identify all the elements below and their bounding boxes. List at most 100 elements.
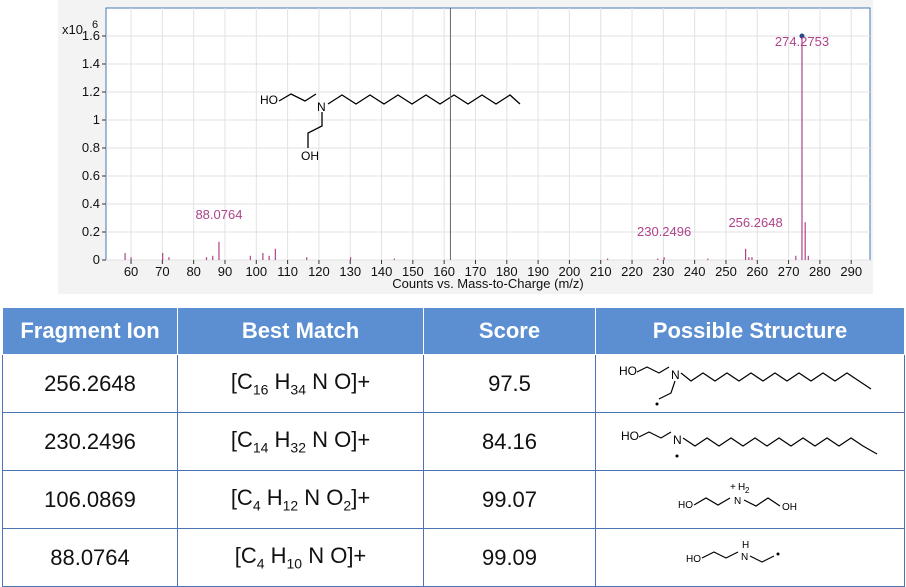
- plot-area: [105, 7, 871, 261]
- s4-bonds-right: [749, 554, 775, 563]
- peak-annotation-label: 256.2648: [728, 215, 782, 230]
- structure-cell: HO N: [595, 412, 905, 471]
- peak-annotation-label: 274.2753: [775, 34, 829, 49]
- peak-annotation-label: 230.2496: [637, 224, 691, 239]
- table-row: 256.2648 [C16 H34 N O]+ 97.5 HO N: [2, 354, 905, 413]
- x-tick-label: 280: [809, 264, 831, 279]
- s4-bonds-left: [701, 550, 739, 559]
- x-tick-label: 60: [124, 264, 138, 279]
- s1-ho-label: HO: [619, 364, 637, 378]
- fragment-ion-cell: 256.2648: [2, 354, 178, 413]
- x-tick-label: 130: [339, 264, 361, 279]
- s3-n-label: N: [734, 496, 741, 507]
- x-tick-label: 220: [621, 264, 643, 279]
- s2-radical-dot: [675, 454, 679, 457]
- s4-n-label: N: [741, 552, 748, 563]
- y-tick-label: 1.6: [82, 28, 100, 43]
- x-tick-label: 190: [527, 264, 549, 279]
- y-tick-label: 0.8: [82, 140, 100, 155]
- peak-annotation-label: 88.0764: [195, 207, 242, 222]
- x-tick-label: 170: [465, 264, 487, 279]
- x-tick-label: 250: [715, 264, 737, 279]
- table-header-row: Fragment Ion Best Match Score Possible S…: [2, 307, 905, 355]
- s2-bonds: [638, 430, 672, 439]
- x-tick-label: 230: [652, 264, 674, 279]
- spectrum-peaks: [124, 33, 809, 260]
- header-score: Score: [423, 307, 596, 355]
- x-tick-label: 240: [684, 264, 706, 279]
- y-exponent: 6: [92, 19, 98, 31]
- mol-bonds-top: [278, 93, 317, 102]
- score-cell: 84.16: [423, 412, 596, 471]
- x-tick-label: 70: [155, 264, 169, 279]
- x-tick-label: 200: [559, 264, 581, 279]
- s1-radical-dot: [655, 402, 659, 405]
- y-tick-label: 0: [93, 252, 100, 267]
- mass-spectrum-chart: 0 0.2 0.4 0.6 0.8 1 1.2 1.4 1.6 60 70 80 90 100 110 12…: [58, 0, 873, 294]
- y-tick-label: 1: [93, 112, 100, 127]
- x-tick-label: 90: [218, 264, 232, 279]
- structure-cell: HO H N: [595, 528, 905, 587]
- table-row: 88.0764 [C4 H10 N O]+ 99.09 HO H N: [2, 528, 905, 587]
- s2-n-label: N: [673, 433, 682, 447]
- x-tick-label: 110: [277, 264, 298, 279]
- mol-chain: [327, 94, 521, 105]
- x-tick-label: 80: [186, 264, 200, 279]
- fragment-ion-cell: 88.0764: [2, 528, 178, 587]
- header-best-match: Best Match: [177, 307, 424, 355]
- molecule-structure: HO N OH: [260, 93, 521, 163]
- table-row: 106.0869 [C4 H12 N O2]+ 99.07 HO + H 2 N…: [2, 470, 905, 529]
- structure-cell: HO + H 2 N OH: [595, 470, 905, 529]
- peak-marker: [799, 33, 805, 39]
- structure-s4: HO H N: [686, 540, 780, 565]
- mol-ho-label: HO: [260, 93, 278, 107]
- structure-s3: HO + H 2 N OH: [678, 482, 797, 513]
- best-match-cell: [C4 H12 N O2]+: [177, 470, 424, 529]
- s1-branch: [658, 380, 676, 400]
- x-axis-ticks: 60 70 80 90 100 110 120 130 140 150 160 170 180 190 20…: [124, 260, 862, 279]
- mol-oh-label: OH: [301, 149, 319, 163]
- structure-s2: HO N: [621, 429, 878, 457]
- y-tick-label: 1.4: [82, 56, 100, 71]
- x-tick-label: 100: [245, 264, 267, 279]
- s3-bonds-right: [743, 496, 781, 507]
- peak-annotations: 274.2753 88.0764 230.2496 256.2648: [195, 34, 829, 239]
- header-possible-structure: Possible Structure: [595, 307, 905, 355]
- s2-chain: [682, 436, 878, 455]
- s1-bonds: [636, 365, 670, 374]
- y-multiplier: x10: [62, 22, 83, 37]
- s1-chain: [680, 371, 872, 389]
- structure-s1: HO N: [619, 364, 872, 405]
- x-tick-label: 210: [590, 264, 612, 279]
- x-axis-label: Counts vs. Mass-to-Charge (m/z): [392, 276, 583, 291]
- s4-h-label: H: [742, 540, 749, 551]
- s3-h-label: H: [738, 482, 745, 493]
- x-tick-label: 180: [496, 264, 518, 279]
- y-tick-label: 0.2: [82, 224, 100, 239]
- score-cell: 99.09: [423, 528, 596, 587]
- best-match-cell: [C16 H34 N O]+: [177, 354, 424, 413]
- s3-bonds-left: [693, 496, 731, 506]
- table-row: 230.2496 [C14 H32 N O]+ 84.16 HO N: [2, 412, 905, 471]
- fragment-ion-cell: 106.0869: [2, 470, 178, 529]
- y-tick-label: 0.4: [82, 196, 100, 211]
- y-tick-label: 1.2: [82, 84, 100, 99]
- fragment-ion-cell: 230.2496: [2, 412, 178, 471]
- s3-oh-label: OH: [782, 502, 797, 513]
- s4-ho-label: HO: [686, 554, 701, 565]
- score-cell: 97.5: [423, 354, 596, 413]
- fragment-table: Fragment Ion Best Match Score Possible S…: [2, 307, 905, 587]
- x-tick-label: 120: [308, 264, 330, 279]
- s3-h-sub: 2: [745, 486, 750, 495]
- s2-ho-label: HO: [621, 429, 639, 443]
- x-tick-label: 270: [778, 264, 800, 279]
- y-tick-label: 0.6: [82, 168, 100, 183]
- y-axis-ticks: 0 0.2 0.4 0.6 0.8 1 1.2 1.4 1.6: [82, 28, 106, 267]
- x-tick-label: 160: [433, 264, 455, 279]
- mol-bonds-down: [307, 112, 323, 148]
- mol-n-label: N: [317, 100, 326, 114]
- s3-ho-label: HO: [678, 500, 693, 511]
- x-tick-label: 150: [402, 264, 424, 279]
- s4-radical-dot: [776, 552, 780, 555]
- x-tick-label: 140: [371, 264, 393, 279]
